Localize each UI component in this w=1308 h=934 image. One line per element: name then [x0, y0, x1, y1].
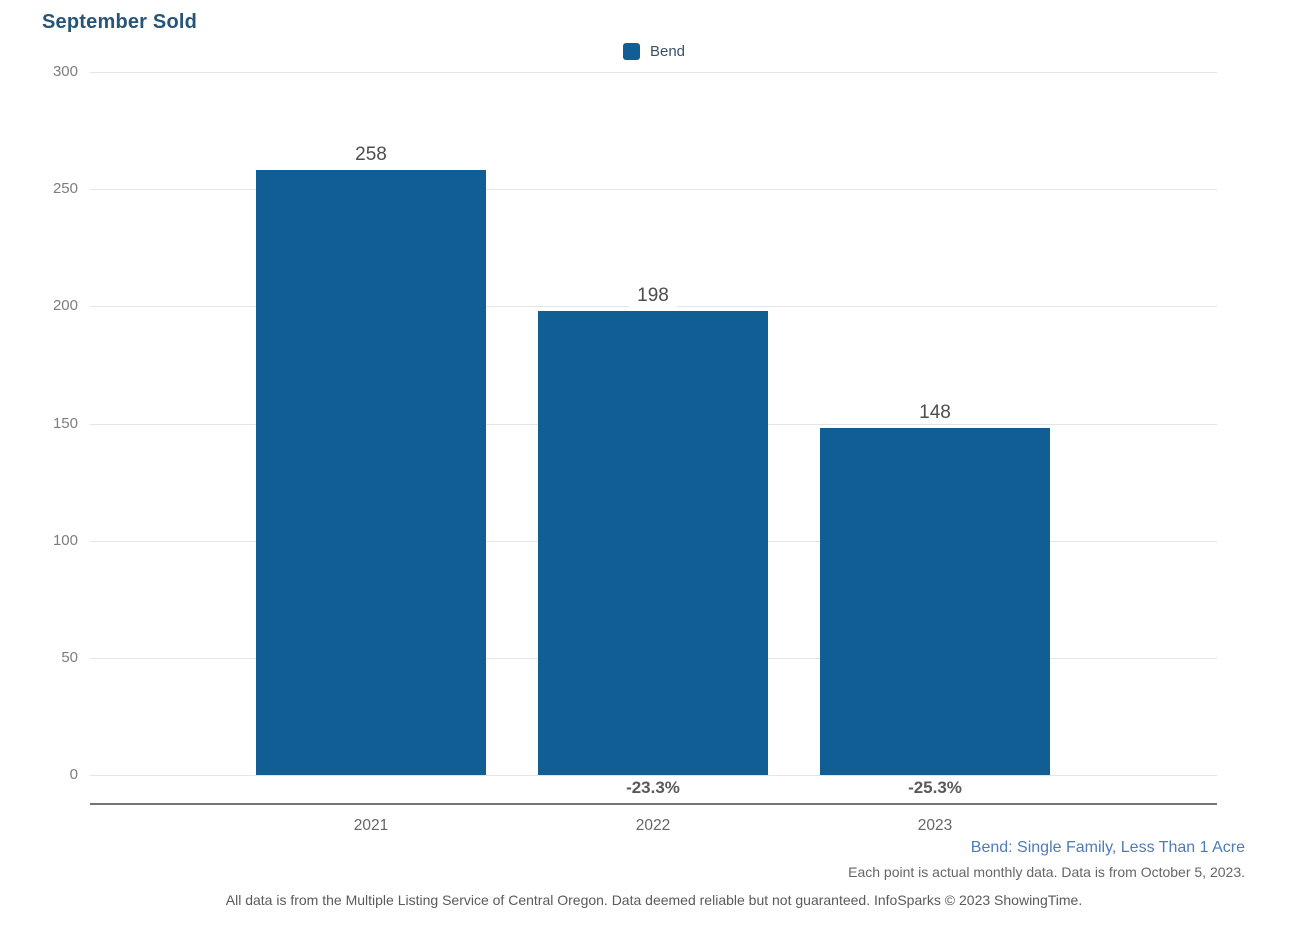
pct-change-2023: -25.3%: [908, 778, 962, 797]
x-axis-tick-label-2021: 2021: [353, 817, 389, 834]
bar-value-label: 258: [347, 144, 395, 167]
legend: Bend: [0, 43, 1308, 60]
disclaimer-footer: All data is from the Multiple Listing Se…: [225, 892, 1083, 908]
gridline: [90, 72, 1217, 73]
gridline: [90, 775, 1217, 776]
gridline: [90, 189, 1217, 191]
bar-group-2022: 198: [538, 72, 768, 775]
pct-change-2022: -23.3%: [626, 778, 680, 797]
bar[interactable]: [820, 428, 1050, 775]
bar[interactable]: [256, 170, 486, 775]
series-description-note: Bend: Single Family, Less Than 1 Acre: [970, 839, 1245, 856]
legend-label-bend[interactable]: Bend: [649, 43, 686, 60]
y-axis-tick-label: 150: [52, 414, 78, 432]
data-source-date-note: Each point is actual monthly data. Data …: [848, 864, 1245, 880]
bar[interactable]: [538, 311, 768, 775]
bar-group-2021: 258: [256, 72, 486, 775]
x-axis-tick-label-2022: 2022: [635, 817, 671, 834]
x-axis-line: [90, 803, 1217, 805]
y-axis-tick-label: 300: [52, 63, 78, 80]
bar-value-label: 198: [629, 285, 677, 308]
legend-swatch-bend[interactable]: [622, 43, 640, 60]
plot-area: 258 198 148: [90, 72, 1217, 776]
bar-value-label: 148: [911, 402, 959, 425]
y-axis-tick-label: 200: [52, 297, 78, 315]
bar-group-2023: 148: [820, 72, 1050, 775]
y-axis-tick-label: 0: [69, 766, 78, 783]
chart-title: September Sold: [42, 11, 198, 33]
y-axis-tick-label: 50: [61, 648, 78, 666]
y-axis: 0 50 100 150 200 250 300: [0, 63, 78, 783]
x-axis-tick-label-2023: 2023: [917, 817, 953, 834]
y-axis-tick-label: 250: [52, 180, 78, 198]
y-axis-tick-label: 100: [52, 531, 78, 549]
